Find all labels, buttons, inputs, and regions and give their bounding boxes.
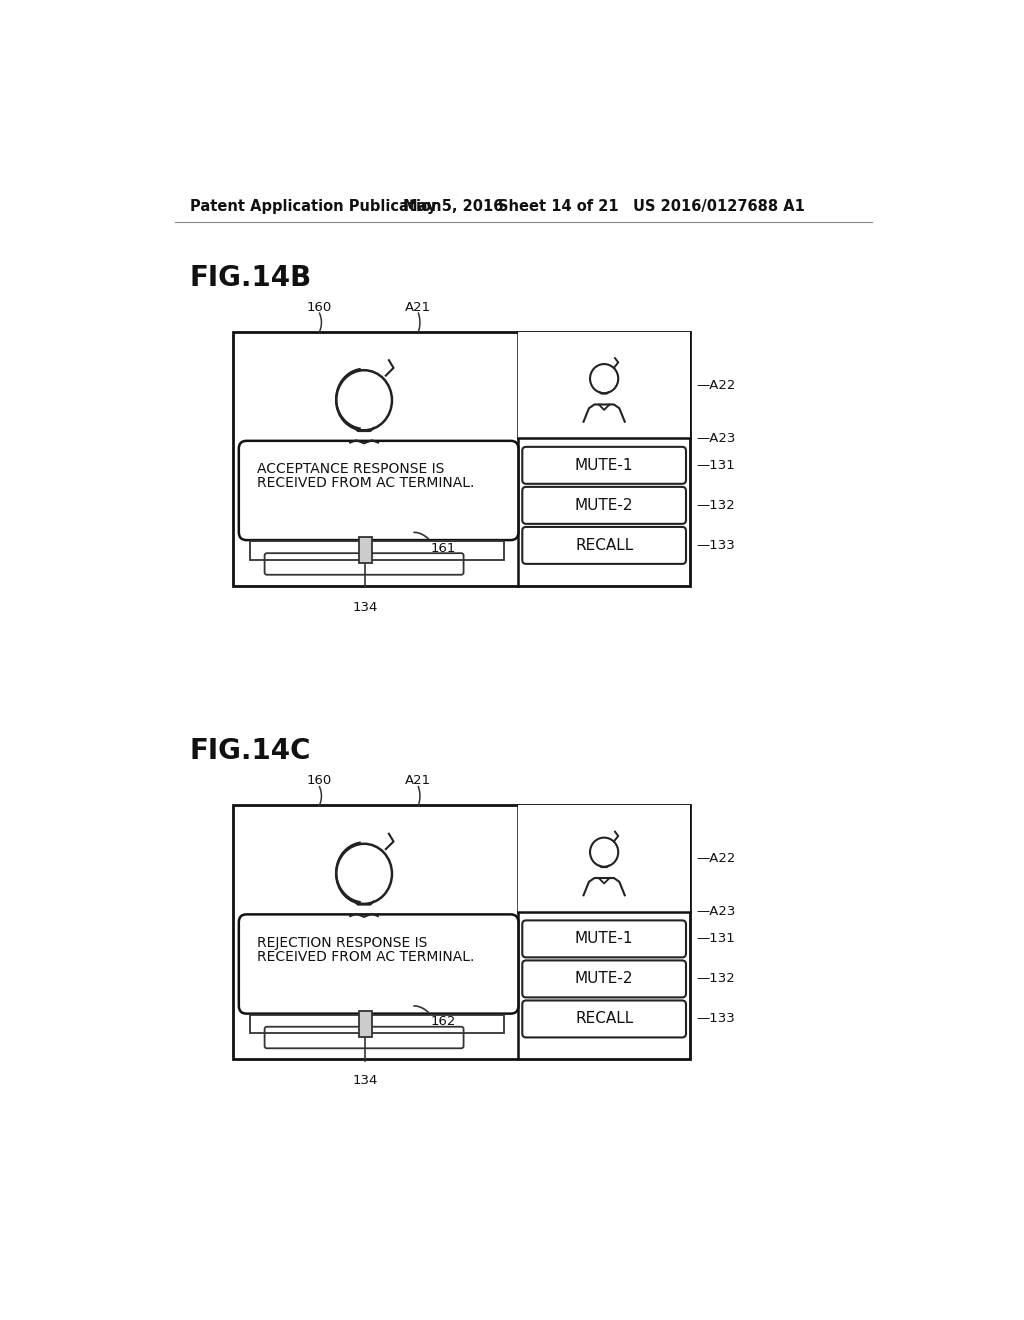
Text: —A22: —A22 [696, 379, 735, 392]
Text: MUTE-1: MUTE-1 [574, 458, 634, 473]
Text: 162: 162 [430, 1015, 456, 1028]
Text: —131: —131 [696, 932, 735, 945]
Text: May 5, 2016: May 5, 2016 [403, 198, 504, 214]
Bar [232, 331, 690, 586]
Text: ACCEPTANCE RESPONSE IS: ACCEPTANCE RESPONSE IS [257, 462, 444, 477]
Text: RECEIVED FROM AC TERMINAL.: RECEIVED FROM AC TERMINAL. [257, 950, 475, 964]
FancyBboxPatch shape [522, 487, 686, 524]
Text: FIG.14C: FIG.14C [190, 738, 311, 766]
Text: 134: 134 [352, 601, 378, 614]
Text: REJECTION RESPONSE IS: REJECTION RESPONSE IS [257, 936, 428, 950]
Text: 161: 161 [430, 541, 456, 554]
Text: FIG.14B: FIG.14B [190, 264, 312, 292]
FancyBboxPatch shape [522, 961, 686, 998]
Text: 160: 160 [307, 774, 332, 787]
FancyBboxPatch shape [522, 527, 686, 564]
Bar [518, 805, 690, 912]
Bar [250, 1015, 505, 1034]
Text: RECEIVED FROM AC TERMINAL.: RECEIVED FROM AC TERMINAL. [257, 477, 475, 490]
Text: Patent Application Publication: Patent Application Publication [190, 198, 441, 214]
Bar [232, 805, 690, 1059]
Bar [359, 1011, 372, 1038]
Bar [250, 541, 505, 560]
FancyBboxPatch shape [522, 1001, 686, 1038]
Text: US 2016/0127688 A1: US 2016/0127688 A1 [633, 198, 805, 214]
Text: RECALL: RECALL [575, 539, 633, 553]
Text: A21: A21 [406, 774, 431, 787]
Text: —A23: —A23 [696, 432, 735, 445]
Text: 134: 134 [352, 1074, 378, 1088]
Text: MUTE-2: MUTE-2 [574, 972, 634, 986]
Text: RECALL: RECALL [575, 1011, 633, 1027]
Bar [359, 537, 372, 564]
Text: —A23: —A23 [696, 906, 735, 919]
Text: Sheet 14 of 21: Sheet 14 of 21 [499, 198, 620, 214]
Text: MUTE-1: MUTE-1 [574, 932, 634, 946]
Text: —A22: —A22 [696, 853, 735, 865]
FancyBboxPatch shape [239, 441, 518, 540]
Text: —131: —131 [696, 459, 735, 471]
FancyBboxPatch shape [522, 920, 686, 957]
Text: —133: —133 [696, 539, 735, 552]
Text: 160: 160 [307, 301, 332, 314]
Text: —133: —133 [696, 1012, 735, 1026]
Text: MUTE-2: MUTE-2 [574, 498, 634, 513]
Bar [518, 331, 690, 438]
FancyBboxPatch shape [239, 915, 518, 1014]
Text: A21: A21 [406, 301, 431, 314]
FancyBboxPatch shape [522, 447, 686, 484]
Text: —132: —132 [696, 973, 735, 986]
Text: —132: —132 [696, 499, 735, 512]
